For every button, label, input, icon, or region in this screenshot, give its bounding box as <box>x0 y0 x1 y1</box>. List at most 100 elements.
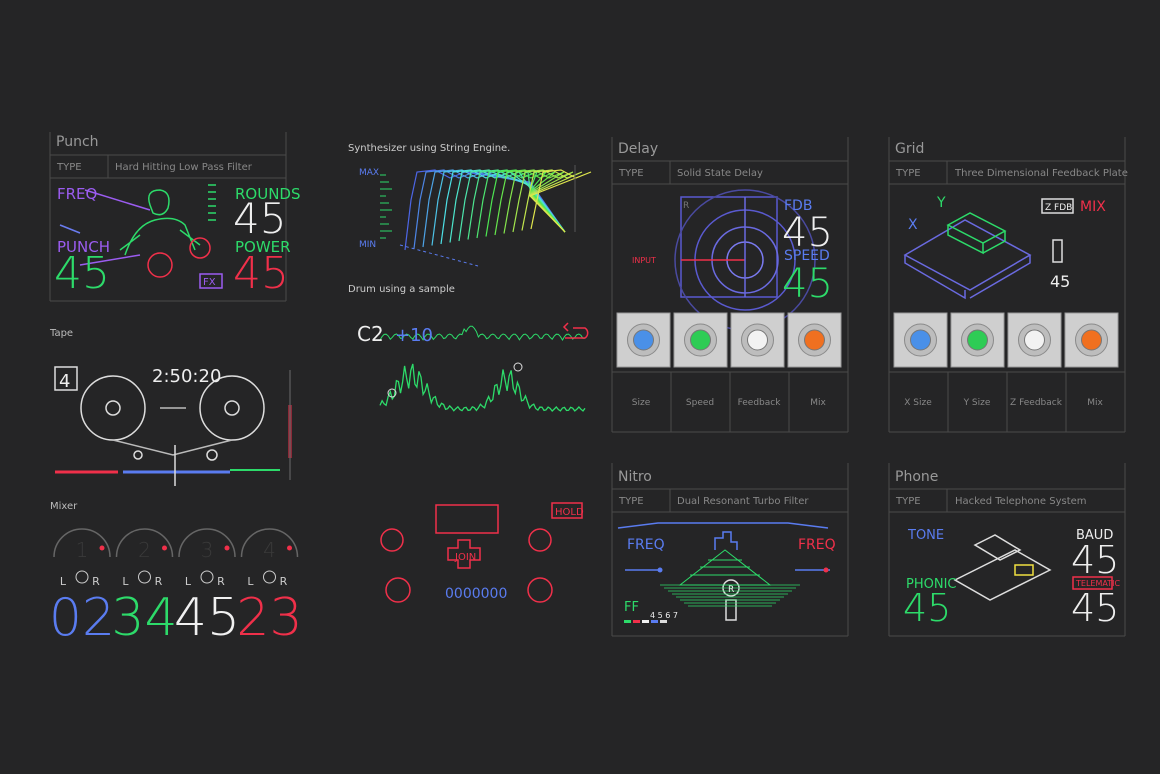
rounds-value: 45 <box>233 194 286 243</box>
decoration-path <box>953 534 1052 601</box>
knob <box>1081 329 1102 351</box>
mixer-dot <box>99 545 105 551</box>
right-label: R <box>280 575 288 588</box>
baud-value: 45 <box>1071 538 1119 582</box>
phonic-label: PHONIC <box>906 577 956 592</box>
synth-axis <box>399 244 479 267</box>
fx-label: FX <box>203 277 216 288</box>
decoration-circle <box>380 528 404 552</box>
gear-indicator <box>633 620 640 623</box>
decoration-circle <box>385 577 411 603</box>
knob <box>1024 329 1045 351</box>
decoration-path <box>714 531 738 550</box>
gears: 4 5 6 7 <box>650 611 678 620</box>
min-label: MIN <box>359 240 376 250</box>
rounds-label: ROUNDS <box>235 185 301 203</box>
title: Tape <box>49 328 73 339</box>
title: Punch <box>56 134 99 150</box>
drum-sequence <box>379 325 586 341</box>
channel-number: 3 <box>201 538 214 562</box>
string-line <box>449 169 566 243</box>
decorations <box>54 184 1113 621</box>
knob-label: Y Size <box>963 398 991 408</box>
left-label: L <box>247 575 254 588</box>
type-label: TYPE <box>618 496 644 507</box>
decoration-rect <box>1014 564 1034 576</box>
decoration-circle <box>657 567 663 573</box>
decoration-rect <box>54 366 78 391</box>
x-label: X <box>908 217 918 233</box>
pan-knob <box>263 570 276 584</box>
knob <box>804 329 825 351</box>
decoration-rect <box>435 504 499 534</box>
gear-indicator <box>624 620 631 623</box>
mixer-dot <box>162 545 167 551</box>
channel-value: 34 <box>111 588 177 648</box>
decoration-circle <box>823 567 829 573</box>
decoration-path <box>447 539 481 569</box>
channel-number: 2 <box>138 538 151 562</box>
gear-indicator <box>642 620 649 623</box>
knob-cell <box>1064 312 1119 368</box>
pan-knob <box>138 570 151 584</box>
decoration-rect <box>1072 576 1113 590</box>
decoration-path <box>946 212 1007 255</box>
channel-value: 45 <box>174 588 240 648</box>
tone-label: TONE <box>907 528 944 543</box>
decoration-circle <box>528 528 552 552</box>
decoration-circle <box>105 400 121 416</box>
y-label: Y <box>936 195 946 211</box>
decoration-circle <box>206 449 218 461</box>
title: Nitro <box>618 469 652 485</box>
telematic-value: 45 <box>1071 586 1119 630</box>
left-label: L <box>185 575 192 588</box>
fdb-label: FDB <box>784 198 812 214</box>
freq-left-label: FREQ <box>627 537 665 553</box>
decoration-g <box>380 502 583 603</box>
decoration-path <box>84 189 151 211</box>
caption: Drum using a sample <box>348 284 455 295</box>
type-label: TYPE <box>895 496 921 507</box>
type-value: Solid State Delay <box>677 168 763 179</box>
decoration-g <box>119 189 201 256</box>
punch-value: 45 <box>54 248 110 299</box>
type-value: Dual Resonant Turbo Filter <box>677 496 809 507</box>
freq-right-label: FREQ <box>798 537 836 553</box>
gear-indicator <box>651 620 658 623</box>
caption: Synthesizer using String Engine. <box>348 143 510 154</box>
track: 4 <box>59 371 70 392</box>
knob <box>747 329 768 351</box>
left-label: L <box>122 575 129 588</box>
gear-label: R <box>728 585 734 595</box>
decoration-rect <box>1052 239 1063 263</box>
decoration-path <box>690 559 760 576</box>
string-line <box>503 169 566 234</box>
right-label: R <box>92 575 100 588</box>
mixer-dot <box>287 545 292 551</box>
string-line <box>485 169 566 237</box>
string-line <box>512 169 574 233</box>
knob-label: Z Feedback <box>1010 398 1063 408</box>
gear-indicator <box>660 620 667 623</box>
decoration-circle <box>147 252 173 278</box>
decoration-circle <box>189 237 211 259</box>
power-label: POWER <box>235 238 291 256</box>
decoration-circle <box>527 577 553 603</box>
decoration-path <box>112 407 233 456</box>
input-label: INPUT <box>632 256 656 265</box>
title: Mixer <box>50 501 78 512</box>
baud-label: BAUD <box>1076 528 1113 543</box>
ff-label: FF <box>624 600 639 615</box>
mixer-knob <box>53 528 111 558</box>
right-label: R <box>155 575 163 588</box>
type-value: Hacked Telephone System <box>955 496 1087 507</box>
title: Delay <box>618 141 658 157</box>
string-line <box>494 169 566 236</box>
channel-number: 1 <box>76 538 89 562</box>
score: 0000000 <box>445 586 507 602</box>
drum-marker <box>513 362 523 372</box>
knob <box>910 329 931 351</box>
decoration-rect <box>1041 198 1074 214</box>
type-label: TYPE <box>618 168 644 179</box>
